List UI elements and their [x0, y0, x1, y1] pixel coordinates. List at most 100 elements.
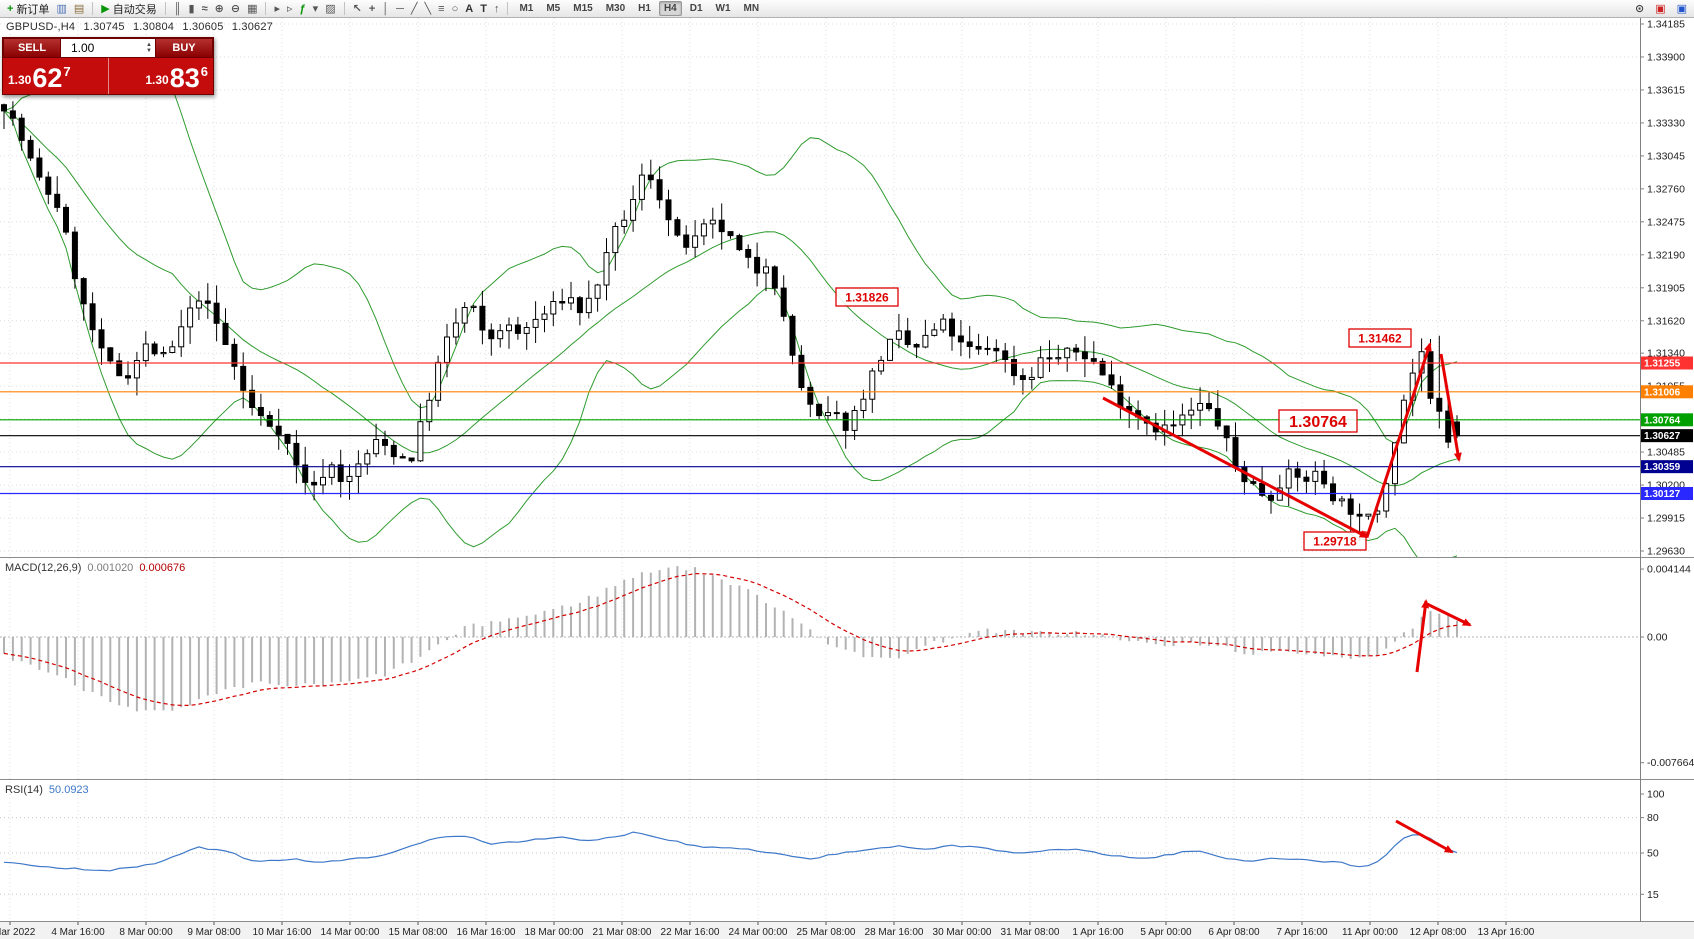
- candle-body[interactable]: [887, 338, 893, 361]
- candle-body[interactable]: [718, 219, 725, 233]
- text-label-button[interactable]: T: [477, 1, 490, 17]
- candles[interactable]: [1, 101, 1460, 541]
- candle-body[interactable]: [133, 360, 140, 379]
- candle-body[interactable]: [80, 278, 87, 305]
- candle-body[interactable]: [169, 346, 176, 353]
- timeframe-m15-button[interactable]: M15: [573, 3, 593, 14]
- candle-body[interactable]: [364, 453, 371, 465]
- rsi-panel[interactable]: [0, 817, 1640, 895]
- templates-button[interactable]: ▨: [322, 1, 338, 17]
- candle-body[interactable]: [488, 329, 495, 340]
- candle-body[interactable]: [116, 360, 123, 377]
- candle-body[interactable]: [594, 284, 601, 299]
- trend-arrow[interactable]: [1102, 396, 1369, 539]
- volume-down-icon[interactable]: ▼: [146, 48, 152, 54]
- candle-body[interactable]: [763, 266, 769, 274]
- candle-body[interactable]: [754, 256, 761, 274]
- price-callout-box[interactable]: [1303, 531, 1367, 551]
- candle-body[interactable]: [638, 174, 645, 200]
- trendline-button[interactable]: ╱: [408, 1, 421, 17]
- candle-body[interactable]: [1046, 357, 1053, 360]
- candle-body[interactable]: [904, 330, 911, 345]
- candle-body[interactable]: [1188, 409, 1195, 416]
- buy-price[interactable]: 1.30 83 6: [109, 58, 214, 94]
- candle-body[interactable]: [373, 439, 380, 455]
- candle-body[interactable]: [328, 464, 335, 478]
- timeframe-h1-button[interactable]: H1: [638, 3, 651, 14]
- candle-body[interactable]: [71, 231, 78, 280]
- horizontal-lines[interactable]: [0, 362, 1640, 495]
- candle-body[interactable]: [249, 389, 256, 408]
- zoom-out-button[interactable]: ⊖: [228, 1, 243, 17]
- candle-body[interactable]: [568, 297, 574, 304]
- candle-body[interactable]: [222, 322, 229, 345]
- candle-body[interactable]: [842, 412, 849, 431]
- candle-body[interactable]: [320, 476, 326, 486]
- candle-body[interactable]: [860, 398, 867, 412]
- candle-body[interactable]: [1064, 347, 1071, 359]
- bollinger-upper-band[interactable]: [3, 57, 1458, 445]
- candle-body[interactable]: [709, 219, 716, 225]
- search-button[interactable]: ⊙: [1632, 1, 1647, 17]
- candle-body[interactable]: [1011, 359, 1017, 377]
- candle-body[interactable]: [1090, 358, 1097, 362]
- candle-body[interactable]: [603, 252, 610, 286]
- candle-body[interactable]: [683, 234, 690, 248]
- candle-body[interactable]: [1206, 403, 1212, 410]
- candle-body[interactable]: [1445, 410, 1452, 443]
- line-chart-button[interactable]: ≈: [199, 1, 211, 17]
- volume-field[interactable]: 1.00 ▲ ▼: [61, 38, 155, 58]
- candle-body[interactable]: [647, 174, 654, 181]
- horizontal-line-button[interactable]: ─: [393, 1, 407, 17]
- bollinger-lower-band[interactable]: [3, 110, 1458, 565]
- charts-button[interactable]: ▥: [53, 1, 69, 17]
- candle-body[interactable]: [736, 235, 743, 251]
- text-button[interactable]: A: [462, 1, 476, 17]
- candle-body[interactable]: [692, 235, 699, 248]
- candle-body[interactable]: [408, 457, 415, 462]
- candle-body[interactable]: [497, 330, 504, 340]
- candle-body[interactable]: [151, 343, 158, 355]
- bollinger-middle-band[interactable]: [3, 110, 1458, 487]
- autotrade-button[interactable]: ▶ 自动交易: [98, 1, 159, 17]
- candle-body[interactable]: [1285, 468, 1292, 489]
- candle-body[interactable]: [1365, 513, 1372, 517]
- candle-body[interactable]: [931, 329, 938, 336]
- price-callout-box[interactable]: [835, 287, 899, 307]
- candle-body[interactable]: [665, 199, 672, 221]
- periods-button[interactable]: ▾: [310, 1, 322, 17]
- candle-body[interactable]: [1117, 384, 1124, 408]
- candle-body[interactable]: [825, 412, 831, 417]
- trend-arrow[interactable]: [1365, 342, 1432, 538]
- candle-body[interactable]: [399, 456, 406, 459]
- candle-body[interactable]: [293, 442, 300, 466]
- candle-body[interactable]: [700, 223, 707, 237]
- candle-body[interactable]: [337, 464, 344, 482]
- candle-body[interactable]: [1303, 476, 1310, 482]
- candle-body[interactable]: [895, 330, 902, 340]
- chart-shift-button[interactable]: ▹: [284, 1, 296, 17]
- ellipse-button[interactable]: ○: [449, 1, 462, 17]
- candle-body[interactable]: [550, 301, 557, 315]
- candle-body[interactable]: [1055, 357, 1062, 360]
- candle-body[interactable]: [284, 433, 291, 444]
- candle-body[interactable]: [745, 249, 752, 258]
- candle-body[interactable]: [1232, 437, 1239, 468]
- candle-body[interactable]: [612, 226, 619, 254]
- candle-body[interactable]: [178, 326, 185, 348]
- indicators-button[interactable]: ƒ: [297, 1, 309, 17]
- candle-body[interactable]: [922, 334, 929, 348]
- candle-body[interactable]: [1338, 498, 1345, 502]
- candle-body[interactable]: [984, 347, 991, 350]
- trend-arrow[interactable]: [1415, 599, 1430, 673]
- candle-body[interactable]: [1099, 360, 1106, 376]
- candle-body[interactable]: [674, 219, 681, 236]
- timeframe-w1-button[interactable]: W1: [715, 3, 731, 14]
- profiles-button[interactable]: ▤: [71, 1, 87, 17]
- equidistant-channel-button[interactable]: ╲: [422, 1, 435, 17]
- candlestick-chart-button[interactable]: ▮: [186, 1, 198, 17]
- sell-button[interactable]: SELL: [3, 38, 61, 58]
- candle-body[interactable]: [541, 313, 548, 320]
- vertical-line-button[interactable]: │: [379, 1, 392, 17]
- candle-body[interactable]: [204, 300, 211, 304]
